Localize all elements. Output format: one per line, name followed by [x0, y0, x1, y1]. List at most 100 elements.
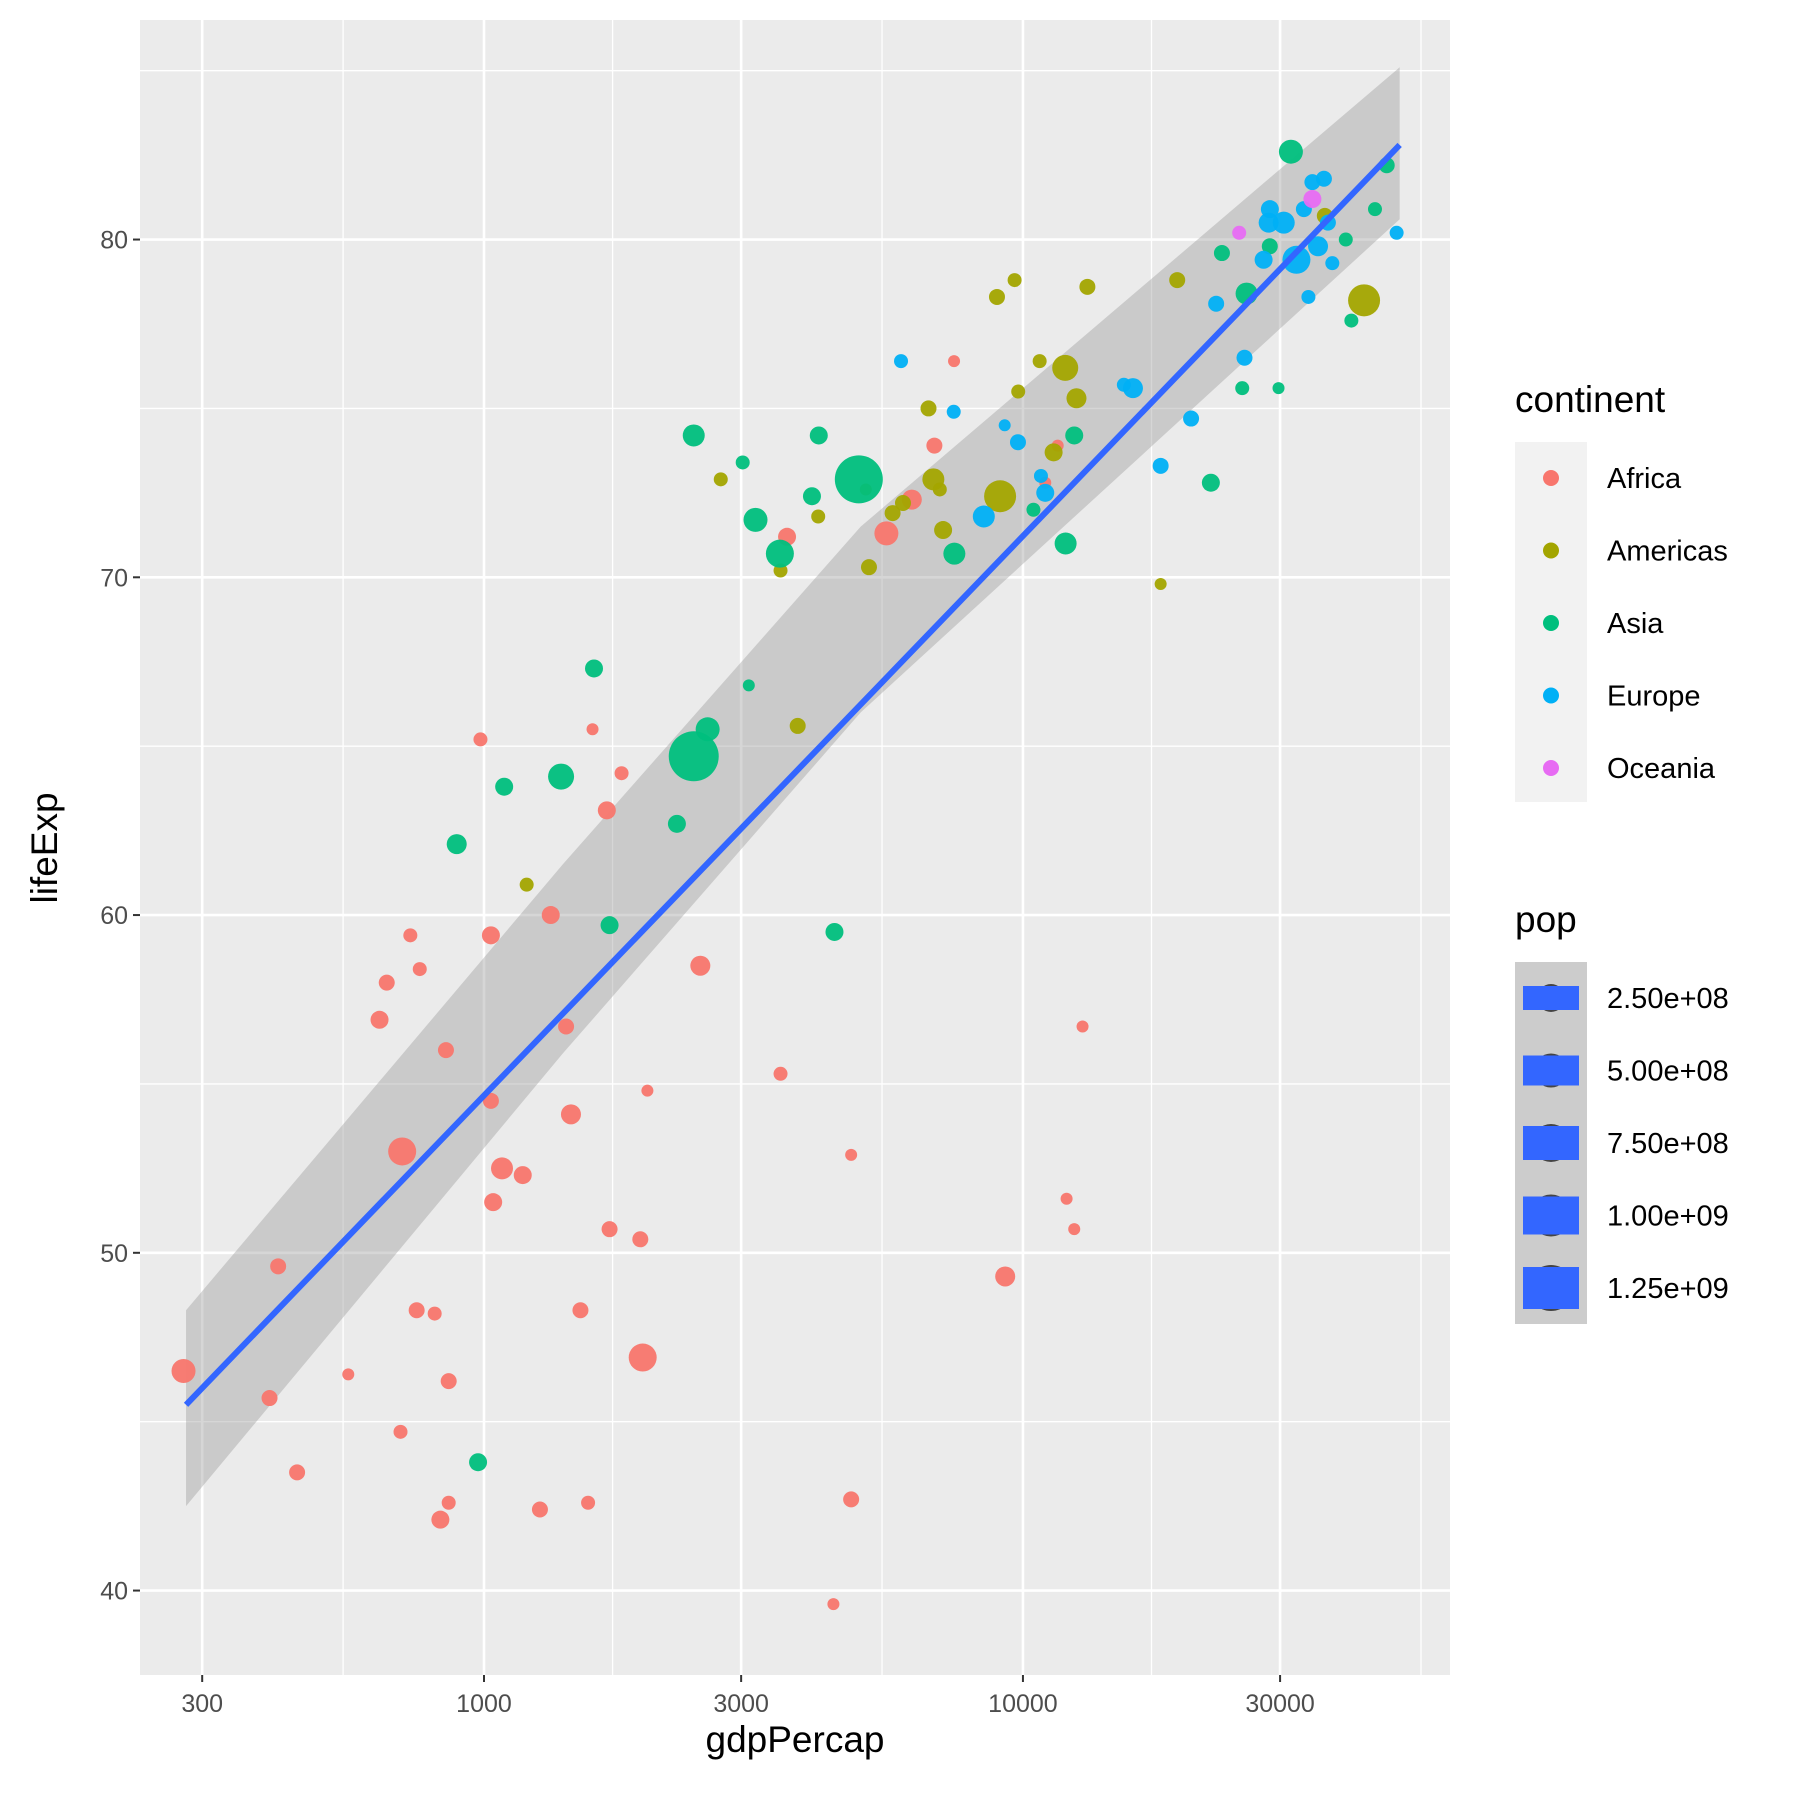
point-asia	[802, 487, 821, 506]
x-axis-ticks: 300 1000 3000 10000 30000	[181, 1675, 1315, 1718]
point-europe	[1272, 211, 1295, 234]
point-asia	[765, 539, 794, 568]
point-asia	[1278, 139, 1303, 164]
point-asia	[1338, 232, 1353, 247]
point-africa	[481, 926, 500, 945]
point-americas	[519, 877, 534, 892]
point-africa	[995, 1266, 1016, 1287]
point-americas	[920, 400, 937, 417]
point-africa	[586, 723, 599, 736]
point-asia	[495, 777, 514, 796]
point-africa	[393, 1424, 408, 1439]
pop-legend-title: pop	[1515, 899, 1577, 940]
point-americas	[984, 480, 1017, 513]
point-asia	[668, 731, 719, 782]
point-asia	[743, 507, 768, 532]
legend-label-europe: Europe	[1607, 681, 1701, 713]
point-asia	[600, 916, 619, 935]
pop-legend-label: 7.50e+08	[1607, 1128, 1729, 1160]
point-asia	[742, 679, 755, 692]
legend-label-africa: Africa	[1607, 463, 1682, 495]
point-europe	[1152, 457, 1169, 474]
confidence-band	[186, 67, 1400, 1507]
point-africa	[773, 1066, 788, 1081]
legend-key-americas	[1543, 542, 1559, 559]
point-asia	[1235, 381, 1250, 396]
regression-line	[183, 142, 1402, 1407]
point-americas	[713, 472, 728, 487]
point-oceania	[1303, 190, 1322, 209]
legend-key-oceania	[1543, 760, 1559, 776]
x-tick-label: 3000	[713, 1690, 769, 1718]
point-europe	[1315, 170, 1332, 187]
legend-label-asia: Asia	[1607, 608, 1664, 640]
point-africa	[531, 1501, 548, 1518]
point-americas	[1007, 273, 1022, 288]
point-asia	[1272, 382, 1285, 395]
pop-key-band	[1523, 1055, 1579, 1086]
point-europe	[1308, 236, 1329, 257]
point-africa	[270, 1258, 287, 1275]
point-asia	[1344, 313, 1359, 328]
point-africa	[1076, 1020, 1089, 1033]
point-africa	[388, 1137, 417, 1166]
point-africa	[484, 1193, 503, 1212]
point-europe	[1236, 349, 1253, 366]
point-americas	[884, 505, 901, 522]
point-europe	[1258, 212, 1279, 233]
pop-legend-label: 1.00e+09	[1607, 1201, 1729, 1233]
point-europe	[1183, 410, 1200, 427]
point-americas	[789, 717, 806, 734]
point-africa	[560, 1104, 581, 1125]
point-americas	[1154, 578, 1167, 591]
point-africa	[342, 1368, 355, 1381]
point-africa	[1068, 1223, 1081, 1236]
point-europe	[946, 404, 961, 419]
continent-legend-title: continent	[1515, 379, 1666, 420]
point-americas	[1044, 443, 1063, 462]
pop-legend-label: 2.50e+08	[1607, 983, 1729, 1015]
point-asia	[585, 659, 604, 678]
point-africa	[614, 766, 629, 781]
point-europe	[1389, 225, 1404, 240]
legend-label-americas: Americas	[1607, 536, 1728, 568]
point-europe	[1325, 256, 1340, 271]
point-africa	[482, 1092, 499, 1109]
point-asia	[548, 763, 575, 790]
point-africa	[427, 1306, 442, 1321]
point-europe	[894, 354, 909, 369]
point-africa	[628, 1343, 657, 1372]
point-africa	[473, 732, 488, 747]
point-americas	[1169, 272, 1186, 289]
point-africa	[632, 1231, 649, 1248]
point-oceania	[1232, 225, 1247, 240]
point-asia	[735, 455, 750, 470]
point-africa	[171, 1359, 196, 1384]
y-tick-label: 50	[100, 1240, 128, 1268]
fit-line	[183, 142, 1402, 1407]
legend-key-asia	[1543, 615, 1559, 631]
point-europe	[972, 505, 995, 528]
data-points	[171, 139, 1404, 1611]
point-africa	[843, 1491, 860, 1508]
point-asia	[943, 542, 966, 565]
point-asia	[1367, 202, 1382, 217]
point-africa	[1060, 1192, 1073, 1205]
panel-background	[140, 20, 1450, 1675]
point-americas	[1066, 388, 1087, 409]
point-africa	[289, 1464, 306, 1481]
y-tick-label: 60	[100, 902, 128, 930]
point-africa	[581, 1495, 596, 1510]
point-asia	[1026, 502, 1041, 517]
point-europe	[1254, 250, 1273, 269]
continent-legend: continent Africa Americas Asia Europe Oceani…	[1515, 379, 1728, 802]
confidence-band-area	[186, 67, 1400, 1507]
point-asia	[1261, 238, 1278, 255]
point-americas	[894, 494, 911, 511]
point-africa	[874, 521, 899, 546]
pop-key-band	[1523, 1196, 1579, 1235]
point-asia	[682, 424, 705, 447]
point-africa	[403, 928, 418, 943]
major-gridlines	[140, 20, 1450, 1675]
